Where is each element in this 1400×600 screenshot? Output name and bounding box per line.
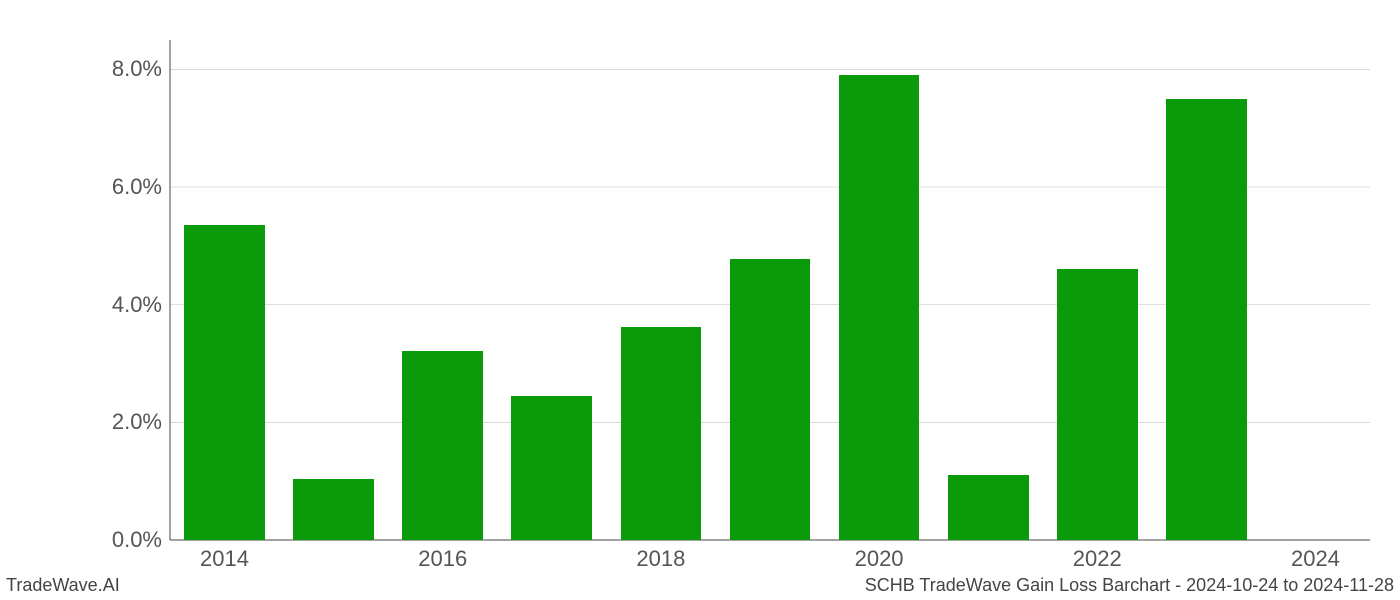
x-tick-label: 2016 xyxy=(418,540,467,572)
footer-caption: SCHB TradeWave Gain Loss Barchart - 2024… xyxy=(865,575,1394,596)
x-tick-label: 2024 xyxy=(1291,540,1340,572)
bar xyxy=(839,75,920,540)
footer-brand: TradeWave.AI xyxy=(6,575,120,596)
bar xyxy=(948,475,1029,540)
plot-area: 0.0%2.0%4.0%6.0%8.0%20142016201820202022… xyxy=(170,40,1370,540)
bar xyxy=(184,225,265,540)
bar xyxy=(730,259,811,540)
chart-container: 0.0% 2.0% 4.0% 6.0% 8.0% 2014 2016 2018 2020 2022… xyxy=(0,0,1400,600)
bar xyxy=(1057,269,1138,540)
bar xyxy=(402,351,483,540)
x-tick-label: 2018 xyxy=(636,540,685,572)
y-tick-label: 8.0% xyxy=(112,56,170,82)
bar xyxy=(1166,99,1247,540)
y-tick-label: 4.0% xyxy=(112,292,170,318)
x-tick-label: 2014 xyxy=(200,540,249,572)
bar xyxy=(293,479,374,540)
bar xyxy=(621,327,702,540)
x-tick-label: 2020 xyxy=(855,540,904,572)
y-tick-label: 0.0% xyxy=(112,527,170,553)
y-tick-label: 6.0% xyxy=(112,174,170,200)
x-tick-label: 2022 xyxy=(1073,540,1122,572)
bar xyxy=(511,396,592,540)
y-tick-label: 2.0% xyxy=(112,409,170,435)
